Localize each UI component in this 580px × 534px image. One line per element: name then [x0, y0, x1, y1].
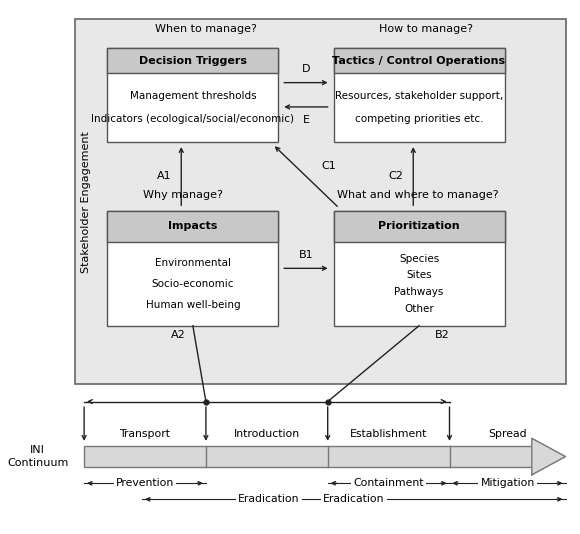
Text: Prioritization: Prioritization — [378, 222, 460, 231]
Text: Containment: Containment — [353, 478, 424, 488]
Bar — [107, 211, 278, 326]
Text: Spread: Spread — [488, 429, 527, 439]
Bar — [334, 211, 505, 326]
Text: What and where to manage?: What and where to manage? — [337, 190, 498, 200]
Bar — [334, 211, 505, 242]
Bar — [75, 19, 566, 384]
Text: Human well-being: Human well-being — [146, 300, 240, 310]
Text: Mitigation: Mitigation — [480, 478, 535, 488]
Text: Prevention: Prevention — [116, 478, 174, 488]
Text: Stakeholder Engagement: Stakeholder Engagement — [81, 131, 91, 272]
Text: Impacts: Impacts — [168, 222, 218, 231]
Bar — [84, 446, 532, 467]
Text: C1: C1 — [322, 161, 336, 170]
Polygon shape — [532, 438, 566, 475]
Text: INI
Continuum: INI Continuum — [7, 445, 68, 468]
Text: C2: C2 — [389, 171, 403, 181]
Text: How to manage?: How to manage? — [379, 25, 473, 34]
Text: Environmental: Environmental — [155, 258, 231, 268]
Text: When to manage?: When to manage? — [155, 25, 257, 34]
Text: A1: A1 — [157, 171, 171, 181]
Text: Transport: Transport — [119, 429, 171, 439]
Text: Tactics / Control Operations: Tactics / Control Operations — [332, 56, 506, 66]
Text: Resources, stakeholder support,: Resources, stakeholder support, — [335, 91, 503, 101]
Text: Other: Other — [404, 304, 434, 314]
Text: Socio-economic: Socio-economic — [151, 279, 234, 289]
Text: Introduction: Introduction — [234, 429, 300, 439]
Bar — [334, 48, 505, 142]
Text: A2: A2 — [171, 331, 186, 340]
Text: Pathways: Pathways — [394, 287, 444, 297]
Text: B2: B2 — [435, 331, 450, 340]
Text: Species: Species — [399, 254, 439, 264]
Text: E: E — [302, 115, 310, 125]
Text: competing priorities etc.: competing priorities etc. — [355, 114, 483, 124]
Bar — [334, 48, 505, 73]
Text: Eradication: Eradication — [238, 494, 300, 504]
Text: Eradication: Eradication — [323, 494, 385, 504]
Bar — [107, 48, 278, 73]
Text: B1: B1 — [299, 250, 313, 260]
Text: Management thresholds: Management thresholds — [129, 91, 256, 101]
Text: Establishment: Establishment — [350, 429, 427, 439]
Text: Sites: Sites — [406, 270, 432, 280]
Bar — [107, 211, 278, 242]
Text: Indicators (ecological/social/economic): Indicators (ecological/social/economic) — [92, 114, 295, 124]
Text: Decision Triggers: Decision Triggers — [139, 56, 247, 66]
Text: Why manage?: Why manage? — [143, 190, 223, 200]
Bar — [107, 48, 278, 142]
Text: D: D — [302, 64, 310, 74]
